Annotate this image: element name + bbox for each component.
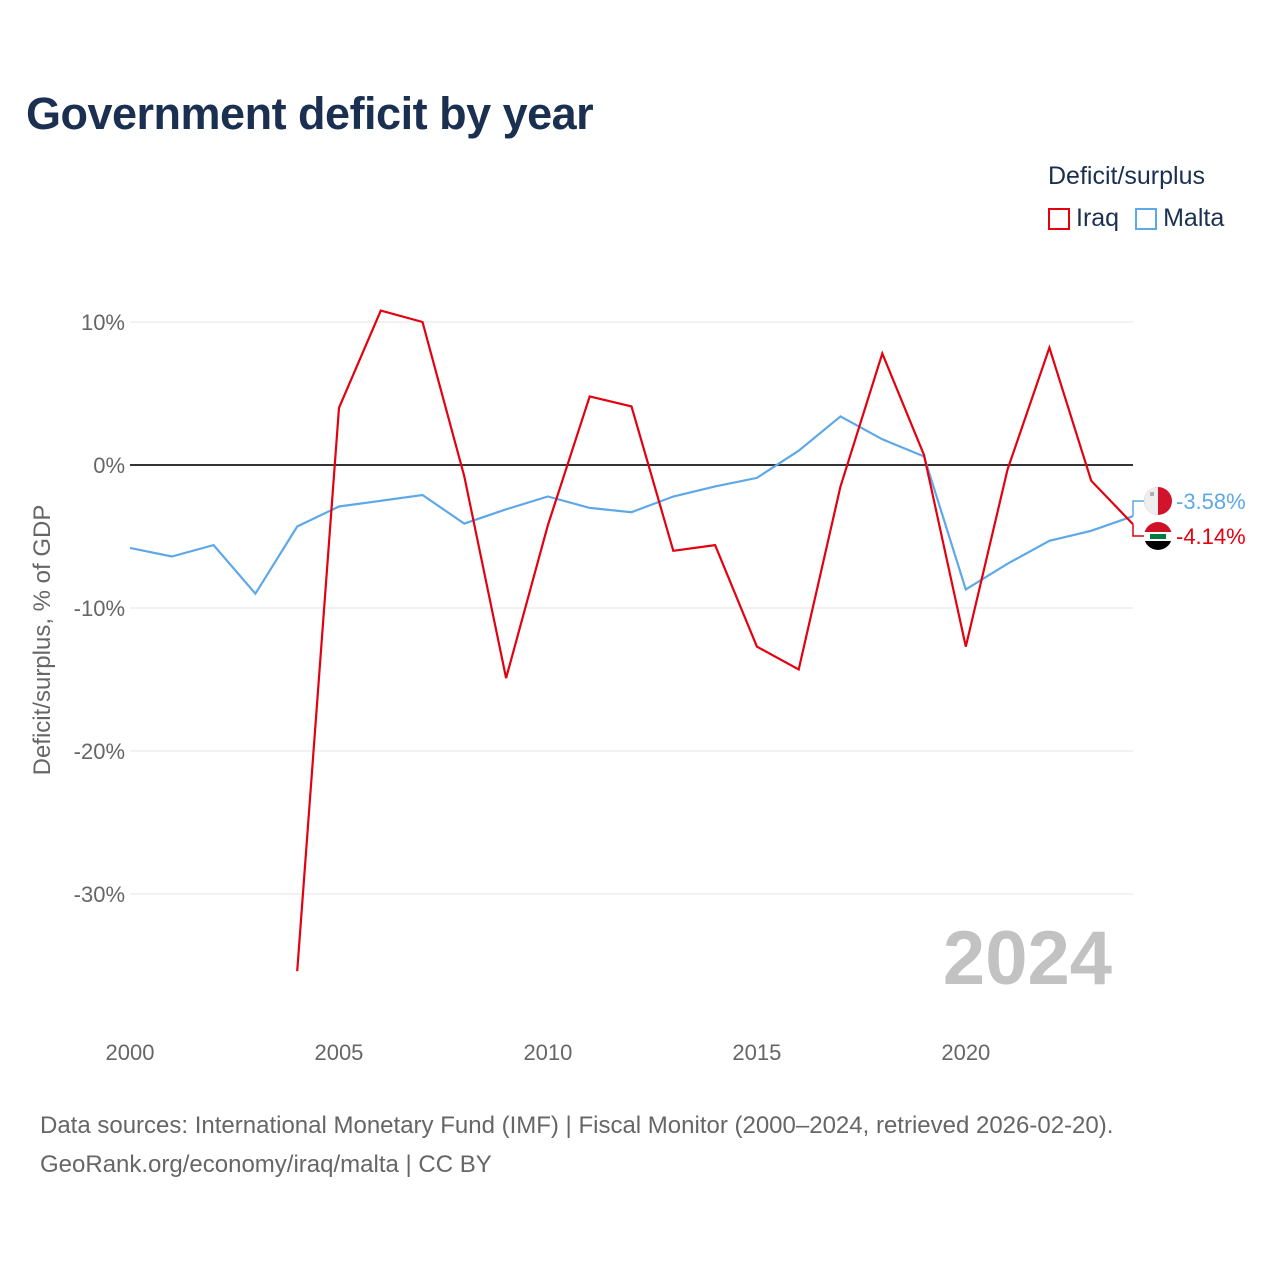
flag-iraq-red [1144,522,1172,532]
legend-item-iraq[interactable]: Iraq [1048,204,1119,233]
footer: Data sources: International Monetary Fun… [40,1106,1113,1184]
x-tick-label: 2000 [106,1040,155,1065]
flag-iraq-bands [1144,522,1172,550]
leader-line-malta [1132,500,1144,517]
x-tick-label: 2015 [732,1040,781,1065]
legend-swatch-iraq [1048,207,1070,230]
legend-label-malta: Malta [1163,204,1225,232]
line-chart: 10% 0% -10% -20% -30% 2000 2005 2010 2015 2020 Def… [29,309,1246,1065]
flag-malta-icon [1144,487,1172,515]
y-axis-label: Deficit/surplus, % of GDP [29,505,56,776]
data-sources-note: Data sources: International Monetary Fun… [40,1112,1114,1139]
legend-label-iraq: Iraq [1076,204,1120,232]
series-line-malta [129,415,1134,596]
flag-malta-white [1144,487,1158,515]
end-label-malta: -3.58% [1176,489,1246,514]
y-tick-label: -20% [74,739,125,764]
flag-malta-cross [1150,492,1154,496]
attribution-link[interactable]: GeoRank.org/economy/iraq/malta | CC BY [40,1151,492,1178]
flag-iraq-black [1144,541,1172,550]
chart-title: Government deficit by year [26,88,594,139]
y-tick-label: -10% [74,596,125,621]
x-tick-label: 2005 [314,1040,363,1065]
y-tick-label: -30% [74,882,125,907]
x-tick-label: 2020 [941,1040,990,1065]
x-tick-label: 2010 [523,1040,572,1065]
y-tick-label: 0% [93,453,125,478]
legend-title: Deficit/surplus [1048,162,1205,190]
series-line-iraq [296,309,1134,972]
legend-item-malta[interactable]: Malta [1135,204,1224,233]
leader-line-iraq [1132,524,1144,537]
flag-iraq-icon [1144,522,1172,550]
legend: Iraq Malta [1048,204,1224,233]
end-label-iraq: -4.14% [1176,524,1246,549]
flag-iraq-script [1150,534,1166,539]
y-tick-label: 10% [81,310,125,335]
year-watermark: 2024 [943,916,1112,1001]
legend-swatch-malta [1135,207,1158,230]
